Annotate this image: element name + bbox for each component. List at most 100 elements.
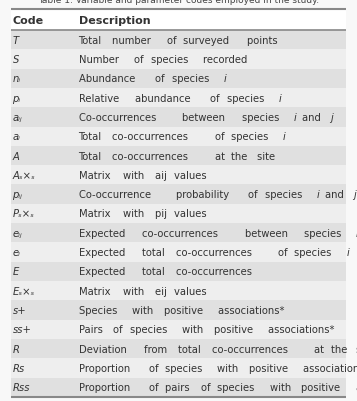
Bar — [11, 108, 346, 127]
Text: positive: positive — [164, 305, 206, 315]
Text: E: E — [12, 267, 19, 277]
Text: Pₛ×ₛ: Pₛ×ₛ — [12, 209, 34, 219]
Text: Total: Total — [79, 36, 105, 45]
Text: Co-occurrences: Co-occurrences — [79, 113, 159, 123]
Text: species: species — [265, 190, 305, 200]
Text: with: with — [270, 383, 294, 392]
Text: the: the — [231, 151, 251, 161]
Text: site: site — [257, 151, 278, 161]
Text: s+: s+ — [12, 305, 26, 315]
Text: co-occurrences: co-occurrences — [176, 267, 255, 277]
Text: species: species — [231, 132, 271, 142]
Text: aij: aij — [155, 170, 170, 180]
Text: Expected: Expected — [79, 228, 128, 238]
Text: species: species — [172, 74, 212, 84]
Text: nᵢ: nᵢ — [12, 74, 21, 84]
Text: co-occurrences: co-occurrences — [142, 228, 222, 238]
Text: of: of — [114, 324, 126, 334]
Text: species: species — [304, 228, 345, 238]
Text: from: from — [144, 344, 171, 354]
Text: Table 1. Variable and parameter codes employed in the study.: Table 1. Variable and parameter codes em… — [38, 0, 319, 5]
Bar — [11, 282, 346, 301]
Text: total: total — [178, 344, 204, 354]
Text: abundance: abundance — [135, 93, 193, 103]
Text: Eₛ×ₛ: Eₛ×ₛ — [12, 286, 35, 296]
Text: of: of — [155, 74, 168, 84]
Text: of: of — [201, 383, 214, 392]
Text: i: i — [224, 74, 230, 84]
Text: i: i — [283, 132, 289, 142]
Text: eᵢ: eᵢ — [12, 247, 20, 257]
Text: co-occurrences: co-occurrences — [112, 132, 192, 142]
Text: Matrix: Matrix — [79, 209, 113, 219]
Bar — [11, 146, 346, 166]
Text: i: i — [317, 190, 323, 200]
Text: associations*: associations* — [218, 305, 288, 315]
Text: Pairs: Pairs — [79, 324, 106, 334]
Text: with: with — [132, 305, 156, 315]
Text: site: site — [356, 344, 357, 354]
Text: Co-occurrence: Co-occurrence — [79, 190, 154, 200]
Text: at: at — [215, 151, 228, 161]
Text: Expected: Expected — [79, 267, 128, 277]
Text: species: species — [294, 247, 335, 257]
Text: of: of — [149, 363, 161, 373]
Text: Total: Total — [79, 132, 105, 142]
Text: Number: Number — [79, 55, 122, 65]
Bar — [11, 378, 346, 397]
Text: probability: probability — [176, 190, 232, 200]
Text: co-occurrences: co-occurrences — [212, 344, 291, 354]
Bar — [11, 69, 346, 89]
Bar — [11, 31, 346, 50]
Text: Matrix: Matrix — [79, 170, 113, 180]
Bar — [11, 204, 346, 224]
Text: species: species — [130, 324, 170, 334]
Text: Aₛ×ₛ: Aₛ×ₛ — [12, 170, 35, 180]
Text: positive: positive — [249, 363, 291, 373]
Text: of: of — [149, 383, 161, 392]
Text: i: i — [294, 113, 300, 123]
Text: Abundance: Abundance — [79, 74, 138, 84]
Text: recorded: recorded — [203, 55, 250, 65]
Text: Matrix: Matrix — [79, 286, 113, 296]
Bar — [11, 89, 346, 108]
Text: between: between — [245, 228, 291, 238]
Text: of: of — [167, 36, 179, 45]
Text: Total: Total — [79, 151, 105, 161]
Text: positive: positive — [213, 324, 256, 334]
Text: associations*: associations* — [268, 324, 338, 334]
Text: number: number — [112, 36, 155, 45]
Text: species: species — [227, 93, 267, 103]
Bar — [11, 262, 346, 282]
Bar — [11, 320, 346, 339]
Bar — [11, 127, 346, 146]
Text: Description: Description — [79, 16, 150, 25]
Text: aᵢⱼ: aᵢⱼ — [12, 113, 22, 123]
Text: j: j — [330, 113, 336, 123]
Text: i: i — [347, 247, 352, 257]
Text: with: with — [217, 363, 242, 373]
Text: eij: eij — [155, 286, 170, 296]
Text: A: A — [12, 151, 19, 161]
Text: species: species — [165, 363, 206, 373]
Text: values: values — [174, 209, 210, 219]
Text: eᵢⱼ: eᵢⱼ — [12, 228, 22, 238]
Text: Proportion: Proportion — [79, 383, 133, 392]
Text: Rs: Rs — [12, 363, 25, 373]
Text: surveyed: surveyed — [183, 36, 232, 45]
Text: S: S — [12, 55, 19, 65]
Text: at: at — [314, 344, 327, 354]
Text: T: T — [12, 36, 19, 45]
Text: species: species — [217, 383, 258, 392]
Text: Proportion: Proportion — [79, 363, 133, 373]
Text: associations: associations — [356, 383, 357, 392]
Text: points: points — [247, 36, 280, 45]
Text: values: values — [174, 170, 210, 180]
Text: co-occurrences: co-occurrences — [176, 247, 255, 257]
Text: values: values — [174, 286, 210, 296]
Text: and: and — [302, 113, 324, 123]
Bar — [11, 339, 346, 358]
Bar — [11, 224, 346, 243]
Text: species: species — [242, 113, 282, 123]
Text: the: the — [331, 344, 350, 354]
